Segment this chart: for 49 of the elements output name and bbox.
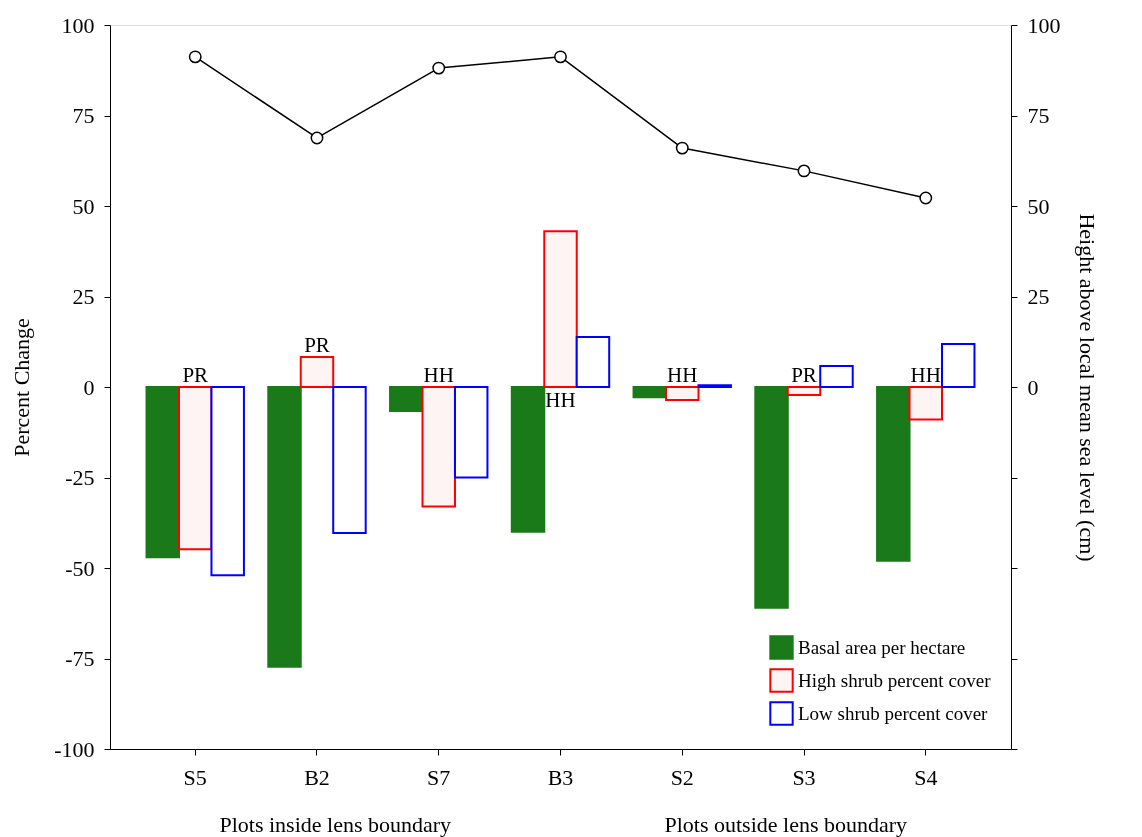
point — [675, 141, 689, 155]
annotation: HH — [545, 388, 576, 412]
x-tick-label: S7 — [427, 764, 451, 790]
y2-tick-label: 75 — [1027, 103, 1050, 128]
point — [188, 50, 202, 64]
annotation: HH — [423, 363, 454, 387]
y-tick-label: 100 — [61, 12, 95, 38]
y-tick-label: 0 — [83, 374, 95, 400]
y2-tick-label: 25 — [1027, 284, 1050, 309]
x-tick-label: S2 — [670, 764, 694, 790]
y2-tick-label: 100 — [1027, 12, 1061, 38]
point — [554, 50, 567, 64]
x-tick-label: B2 — [304, 764, 330, 790]
point — [797, 164, 811, 178]
x-tick-label: B3 — [547, 764, 574, 790]
text: Plots inside lens boundary — [219, 812, 452, 837]
y-tick-label: -100 — [54, 736, 95, 762]
legend-label: Low shrub percent cover — [798, 702, 989, 724]
y-tick-label: -75 — [65, 646, 95, 671]
legend-label: High shrub percent cover — [798, 669, 992, 691]
y-tick-label: 50 — [72, 193, 95, 219]
annotation: PR — [304, 332, 330, 357]
y-tick-label: 75 — [72, 103, 95, 128]
bar — [876, 386, 911, 562]
text: Plots outside lens boundary — [664, 812, 908, 837]
annotation: PR — [791, 363, 817, 387]
x-tick-label: S5 — [183, 764, 207, 790]
y-tick-label: -25 — [65, 465, 95, 490]
x-tick-label: S3 — [792, 764, 816, 790]
bar — [510, 386, 546, 533]
x-tick-label: S4 — [914, 764, 938, 790]
point — [310, 131, 324, 145]
annotation: HH — [667, 363, 698, 387]
bar — [754, 386, 789, 609]
y2-tick-label: 0 — [1027, 374, 1039, 400]
bar — [267, 386, 302, 668]
point — [919, 191, 933, 205]
legend-label: Basal area per hectare — [798, 636, 966, 658]
y2-axis-title: Height above local mean sea level (cm) — [1074, 213, 1100, 562]
annotation: PR — [182, 363, 209, 387]
y-axis-title: Percent Change — [9, 318, 35, 457]
point — [432, 61, 446, 75]
y-tick-label: 25 — [72, 284, 95, 309]
y2-tick-label: 50 — [1027, 193, 1050, 219]
bar — [145, 386, 180, 559]
bar — [632, 386, 668, 399]
y-tick-label: -50 — [65, 555, 95, 581]
annotation: HH — [910, 363, 941, 387]
bar — [389, 386, 424, 412]
